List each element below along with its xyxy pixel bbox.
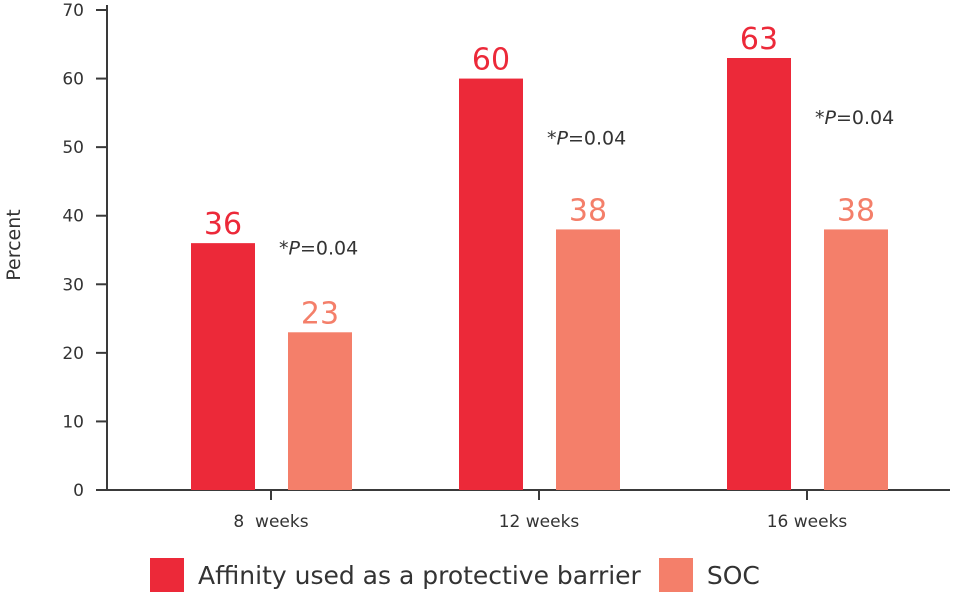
legend-item-affinity: Affinity used as a protective barrier xyxy=(150,558,641,592)
bar-value-label: 23 xyxy=(301,296,339,331)
legend-item-soc: SOC xyxy=(658,558,760,592)
p-value-annotation: *P=0.04 xyxy=(547,128,626,150)
y-tick-label: 70 xyxy=(62,1,84,21)
y-axis-label: Percent xyxy=(3,209,25,281)
legend-swatch-soc xyxy=(658,558,693,592)
y-tick-label: 50 xyxy=(62,138,84,158)
bar-soc xyxy=(556,229,620,490)
y-tick-label: 10 xyxy=(62,412,84,432)
bar-value-label: 36 xyxy=(204,207,242,242)
legend: Affinity used as a protective barrier SO… xyxy=(150,558,778,592)
bar-soc xyxy=(824,229,888,490)
y-tick-label: 60 xyxy=(62,70,84,90)
y-tick-label: 40 xyxy=(62,207,84,227)
bar-soc xyxy=(288,332,352,490)
x-category-label: 8 weeks xyxy=(233,512,308,532)
legend-label-soc: SOC xyxy=(706,560,760,590)
p-value-annotation: *P=0.04 xyxy=(815,107,894,129)
y-tick-label: 20 xyxy=(62,344,84,364)
bar-value-label: 60 xyxy=(472,43,510,78)
bar-affinity xyxy=(459,78,523,491)
legend-swatch-affinity xyxy=(150,558,184,592)
bar-affinity xyxy=(191,243,255,490)
bar-value-label: 63 xyxy=(740,22,778,57)
bar-value-label: 38 xyxy=(837,193,875,228)
legend-label-affinity: Affinity used as a protective barrier xyxy=(198,560,641,590)
x-category-label: 16 weeks xyxy=(767,512,848,532)
y-tick-label: 30 xyxy=(62,275,84,295)
p-value-annotation: *P=0.04 xyxy=(279,237,358,259)
y-tick-label: 0 xyxy=(73,481,84,501)
bar-affinity xyxy=(727,58,791,490)
bar-value-label: 38 xyxy=(569,193,607,228)
x-category-label: 12 weeks xyxy=(499,512,580,532)
